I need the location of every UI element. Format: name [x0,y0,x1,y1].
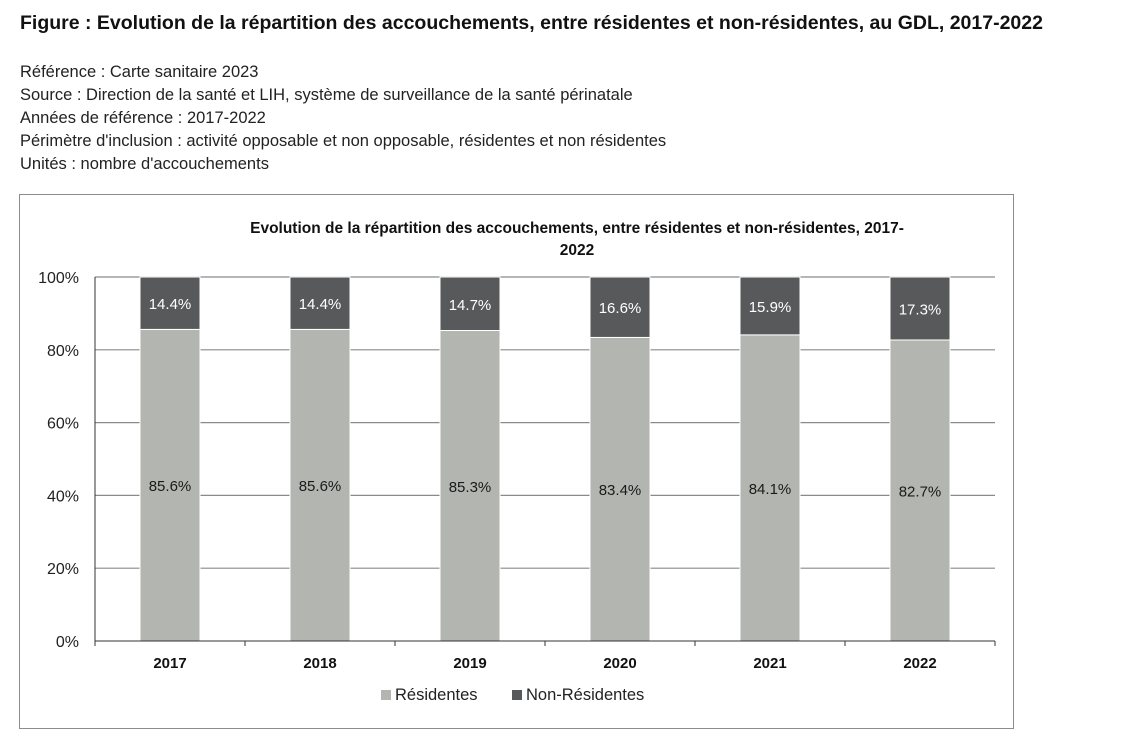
gridlines [95,276,995,569]
bar-non-residentes [889,276,951,341]
data-label: 14.7% [449,297,492,314]
bar-residentes [889,339,951,642]
legend: Résidentes Non-Résidentes [381,686,644,704]
bar-non-residentes [439,276,501,332]
legend-swatch [512,690,522,700]
x-tick-label: 2021 [753,655,786,672]
bar-non-residentes [289,276,351,330]
data-label: 85.3% [449,479,492,496]
meta-scope: Périmètre d'inclusion : activité opposab… [20,132,667,150]
chart-title-line-1: Evolution de la répartition des accouche… [250,220,904,237]
data-label: 15.9% [749,299,792,316]
figure-metadata: Référence : Carte sanitaire 2023 Source … [20,61,666,176]
bar-residentes [589,336,651,642]
bar-non-residentes [139,276,201,330]
data-label: 16.6% [599,300,642,317]
chart-title-line-2: 2022 [560,242,594,259]
chart-frame: Evolution de la répartition des accouche… [19,194,1014,729]
bar-non-residentes [589,276,651,338]
y-tick-label: 0% [56,634,79,651]
meta-years: Années de référence : 2017-2022 [20,109,266,127]
data-label: 85.6% [149,478,192,495]
meta-reference: Référence : Carte sanitaire 2023 [20,63,259,81]
legend-label: Résidentes [395,686,478,704]
bar-residentes [739,334,801,642]
x-tick-label: 2018 [303,655,336,672]
y-tick-label: 20% [47,561,79,578]
axes: 0% 20% 40% 60% 80% 100% 2017 2018 2019 2020 2021 20… [38,270,996,672]
data-label: 17.3% [899,301,942,318]
meta-source: Source : Direction de la santé et LIH, s… [20,86,633,104]
data-label: 83.4% [599,482,642,499]
data-label: 82.7% [899,483,942,500]
y-tick-label: 40% [47,488,79,505]
bar-residentes [139,328,201,642]
data-label: 84.1% [749,481,792,498]
bars: 85.6% 14.4% 85.6% 14.4% 85.3% 14.7% 83.4% 16.6%… [139,276,951,642]
stacked-bar-chart: Evolution de la répartition des accouche… [38,220,996,704]
data-label: 14.4% [149,296,192,313]
meta-units: Unités : nombre d'accouchements [20,155,269,173]
x-tick-label: 2019 [453,655,486,672]
y-tick-label: 60% [47,416,79,433]
legend-label: Non-Résidentes [526,686,644,704]
x-tick-label: 2022 [903,655,936,672]
figure-title: Figure : Evolution de la répartition des… [20,12,1043,34]
data-label: 14.4% [299,296,342,313]
legend-swatch [381,690,391,700]
data-label: 85.6% [299,478,342,495]
x-tick-label: 2017 [153,655,186,672]
x-tick-label: 2020 [603,655,636,672]
y-tick-label: 100% [38,270,79,287]
y-tick-label: 80% [47,343,79,360]
bar-non-residentes [739,276,801,336]
